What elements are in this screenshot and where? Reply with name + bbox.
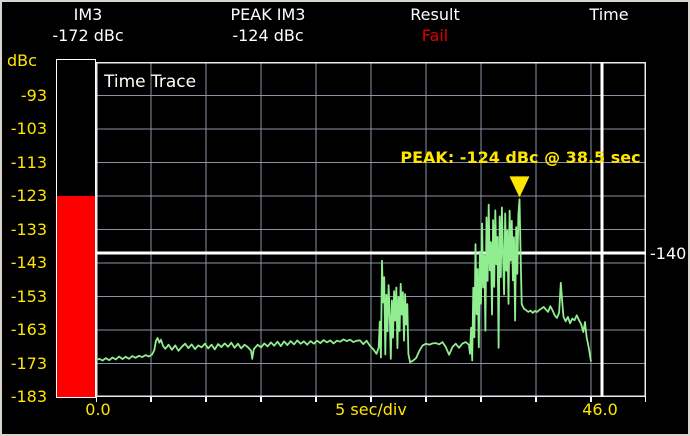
y-axis-tick-label: -133 (10, 219, 47, 239)
header-col-im3: IM3 -172 dBc (13, 5, 163, 46)
y-axis-tick-label: -183 (10, 387, 47, 406)
y-axis-tick-label: -123 (10, 186, 47, 205)
peak-marker-icon (509, 176, 530, 198)
level-bar-fill (57, 196, 95, 397)
header-col-peak-im3: PEAK IM3 -124 dBc (193, 5, 343, 46)
y-axis-tick-label: -113 (10, 152, 47, 172)
y-axis-tick-label: -163 (10, 320, 47, 339)
y-axis-tick-label: -153 (10, 286, 47, 306)
trace-line (96, 198, 592, 364)
plot-title: Time Trace (103, 72, 196, 92)
header-label: Result (410, 5, 460, 24)
y-axis-unit-label: dBc (7, 51, 37, 70)
level-bar-meter (56, 59, 96, 398)
y-axis-tick-label: -103 (10, 119, 47, 138)
header-value: Fail (421, 26, 449, 45)
y-axis-tick-label: -173 (10, 353, 47, 373)
header-value: -124 dBc (232, 26, 304, 45)
x-axis-start-label: 0.0 (85, 400, 111, 419)
y-axis-tick-label: -93 (20, 85, 47, 105)
header-label: Time (589, 5, 629, 24)
x-axis-end-label: 46.0 (582, 400, 618, 419)
header-label: IM3 (73, 5, 103, 24)
time-trace-plot: PEAK: -124 dBc @ 38.5 sec Time Trace (96, 62, 646, 402)
header-col-time: Time (534, 5, 684, 26)
header-label: PEAK IM3 (230, 5, 306, 24)
plot-border (96, 62, 646, 397)
y-axis-tick-label: -143 (10, 253, 47, 272)
header-col-result: Result Fail (360, 5, 510, 46)
limit-line-label: -140 (650, 244, 687, 263)
header-value: -172 dBc (52, 26, 124, 45)
x-axis-scale-label: 5 sec/div (335, 400, 407, 419)
peak-annotation: PEAK: -124 dBc @ 38.5 sec (400, 148, 640, 167)
